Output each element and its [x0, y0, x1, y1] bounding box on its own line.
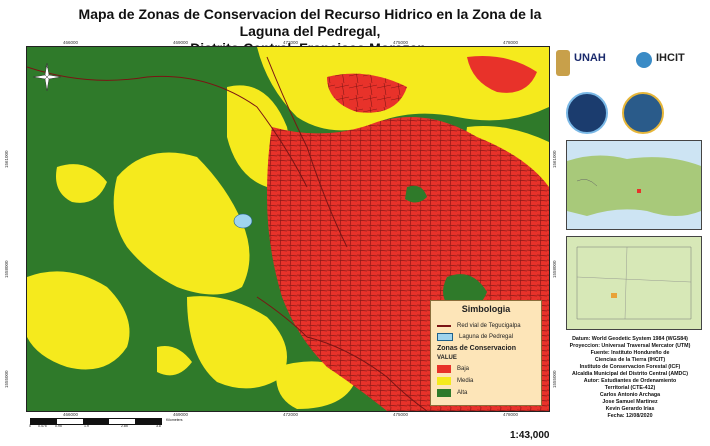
ihcit-logo: IHCIT: [656, 52, 685, 64]
credit-line: Instituto de Conservacion Forestal (ICF): [579, 364, 681, 370]
coord-bottom-2: 469000: [173, 412, 189, 417]
scale-bar: [30, 418, 162, 425]
legend-class-label: Alta: [457, 390, 468, 396]
north-arrow-icon: N: [32, 62, 62, 92]
coord-top-4: 475000: [393, 40, 409, 45]
main-roads: [27, 56, 428, 411]
coord-right-2: 1558000: [552, 260, 557, 278]
credit-line: Autor: Estudiantes de Ordenamiento: [583, 378, 677, 384]
scale-ratio: 1:43,000: [510, 430, 550, 441]
coord-bottom-4: 475000: [393, 412, 409, 417]
map-title-line1: Mapa de Zonas de Conservacion del Recurs…: [78, 6, 542, 39]
credit-line: Kevin Gerardo Irias: [605, 406, 655, 412]
scale-label: 0: [29, 424, 31, 428]
credit-line: Ciencias de la Tierra (IHCIT): [594, 357, 666, 363]
legend-title: Simbologia: [461, 304, 511, 314]
legend-class-label: Media: [457, 378, 474, 384]
legend-class-media: Media: [437, 377, 473, 385]
credits-block: Datum: World Geodetic System 1984 (WGS84…: [552, 336, 708, 420]
swatch-baja: [437, 365, 451, 373]
legend-road-label: Red vial de Tegucigalpa: [457, 323, 521, 329]
road-line-icon: [437, 325, 451, 327]
legend-value-label: VALUE: [437, 355, 457, 361]
unah-shield-logo: [556, 50, 570, 76]
credit-line: Fecha: 12/08/2020: [607, 413, 653, 419]
coord-left-1: 1561000: [4, 150, 9, 168]
scale-label: 0.95: [55, 424, 62, 428]
legend: Simbologia Red vial de Tegucigalpa Lagun…: [430, 300, 542, 406]
credit-line: Alcaldia Municipal del Distrito Central …: [572, 371, 688, 377]
scale-unit: Kilometers: [166, 418, 183, 422]
coord-right-1: 1561000: [552, 150, 557, 168]
credit-line: Fuente: Instituto Hondureño de: [590, 350, 670, 356]
coord-left-3: 1555000: [4, 370, 9, 388]
scale-label: 0.475: [38, 424, 47, 428]
swatch-media: [437, 377, 451, 385]
legend-lake-label: Laguna de Pedregal: [459, 334, 514, 340]
ihcit-globe-logo: [636, 52, 652, 68]
laguna-pedregal[interactable]: [233, 213, 253, 229]
coord-top-5: 478000: [503, 40, 519, 45]
locator-map-municipal: [566, 236, 702, 330]
unah-logo: UNAH: [574, 52, 606, 64]
swatch-alta: [437, 389, 451, 397]
credit-line: Territorial (CTE-412): [604, 385, 656, 391]
coord-top-2: 469000: [173, 40, 189, 45]
legend-class-baja: Baja: [437, 365, 469, 373]
coord-top-1: 466000: [63, 40, 79, 45]
credit-line: Datum: World Geodetic System 1984 (WGS84…: [572, 336, 688, 342]
lake-swatch-icon: [437, 333, 453, 341]
seal-logo-1: [566, 92, 608, 134]
locator-map-region: [566, 140, 702, 230]
legend-group-title: Zonas de Conservacion: [437, 345, 516, 352]
scale-label: 3.8: [156, 424, 161, 428]
coord-bottom-3: 472000: [283, 412, 299, 417]
coord-bottom-5: 478000: [503, 412, 519, 417]
seal-logo-2: [622, 92, 664, 134]
credit-line: Proyeccion: Universal Traversal Mercator…: [569, 343, 691, 349]
coord-bottom-1: 466000: [63, 412, 79, 417]
legend-road-row: Red vial de Tegucigalpa: [437, 323, 521, 329]
compass-n: N: [46, 64, 49, 69]
coord-top-3: 472000: [283, 40, 299, 45]
credit-line: Jose Samuel Martinez: [602, 399, 658, 405]
legend-class-alta: Alta: [437, 389, 467, 397]
scale-label: 1.9: [84, 424, 89, 428]
credit-line: Carlos Antonio Archaga: [599, 392, 661, 398]
legend-lake-row: Laguna de Pedregal: [437, 333, 513, 341]
legend-class-label: Baja: [457, 366, 470, 372]
scale-label: 2.85: [121, 424, 128, 428]
coord-left-2: 1558000: [4, 260, 9, 278]
